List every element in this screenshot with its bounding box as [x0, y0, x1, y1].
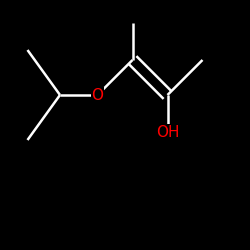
Text: O: O: [92, 88, 104, 102]
Text: OH: OH: [156, 125, 179, 140]
